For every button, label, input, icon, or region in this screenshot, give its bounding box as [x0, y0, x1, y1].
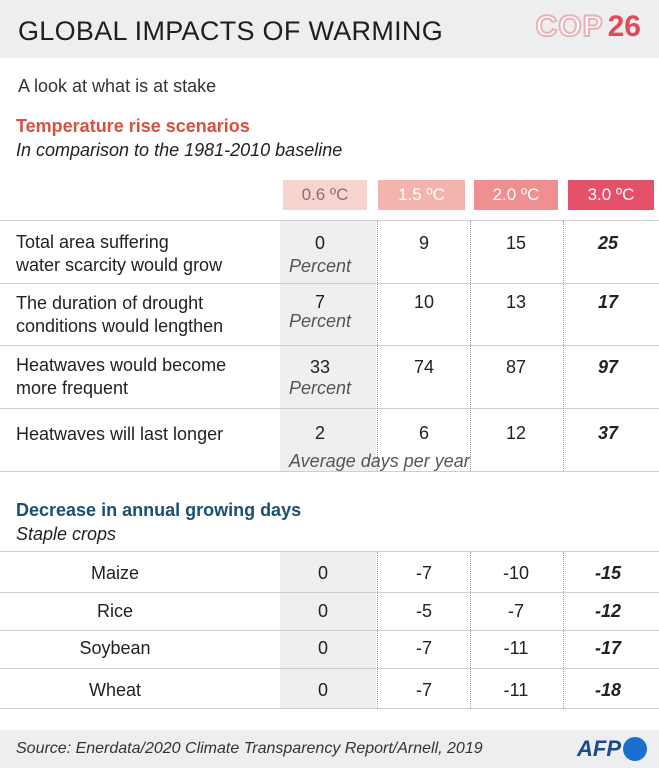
cell-value: -7 — [415, 638, 432, 658]
row-label-line: more frequent — [16, 378, 129, 398]
column-separator — [377, 221, 378, 471]
row-label-drought: The duration of drought conditions would… — [16, 292, 223, 338]
column-separator — [563, 552, 564, 708]
cell-value: 7 — [314, 292, 325, 312]
cell-value: 0 — [317, 563, 328, 583]
cell-value-highlight: -17 — [594, 638, 621, 658]
cell-value-highlight: 37 — [597, 423, 619, 443]
page-subtitle: A look at what is at stake — [18, 76, 217, 96]
cell-value: 6 — [418, 423, 429, 443]
cell-value-highlight: 97 — [597, 357, 619, 377]
column-header-1-5: 1.5 ºC — [378, 180, 465, 210]
cell-value: 2 — [314, 423, 325, 443]
section-title-growing-days: Decrease in annual growing days — [16, 500, 302, 520]
cop-logo-number: 26 — [607, 10, 641, 43]
column-header-label: 3.0 ºC — [587, 185, 635, 204]
column-header-label: 2.0 ºC — [492, 185, 540, 204]
cell-value: -7 — [507, 601, 524, 621]
row-divider — [0, 345, 659, 346]
source-credit: Source: Enerdata/2020 Climate Transparen… — [16, 740, 483, 757]
crop-label-wheat: Wheat — [88, 680, 142, 700]
row-label-water-scarcity: Total area suffering water scarcity woul… — [16, 231, 222, 277]
cell-value: 12 — [505, 423, 527, 443]
cell-value: -10 — [502, 563, 529, 583]
row-label-line: conditions would lengthen — [16, 316, 224, 336]
row-divider — [0, 708, 659, 709]
cell-value: 33 — [309, 357, 331, 377]
cop-logo-text: COP — [535, 9, 604, 44]
cell-value-highlight: 17 — [597, 292, 619, 312]
crop-label-maize: Maize — [90, 563, 139, 583]
cell-value: 0 — [317, 638, 328, 658]
section-title-temperature: Temperature rise scenarios — [16, 116, 250, 136]
row-divider — [0, 592, 659, 593]
crop-label-rice: Rice — [96, 601, 133, 621]
column-separator — [563, 221, 564, 471]
column-header-3-0: 3.0 ºC — [568, 180, 654, 210]
row-label-line: Total area suffering — [16, 232, 169, 252]
column-header-0-6: 0.6 ºC — [283, 180, 367, 210]
cell-value-highlight: -18 — [594, 680, 621, 700]
cell-value-highlight: -15 — [594, 563, 621, 583]
afp-logo: AFP — [577, 736, 647, 762]
cell-value: 0 — [317, 680, 328, 700]
column-header-label: 0.6 ºC — [301, 185, 349, 204]
header-bar: GLOBAL IMPACTS OF WARMING COP 26 — [0, 0, 659, 58]
column-header-label: 1.5 ºC — [398, 185, 445, 204]
row-label-line: Heatwaves will last longer — [16, 424, 224, 444]
row-label-heatwave-duration: Heatwaves will last longer — [16, 423, 223, 446]
cell-value: 0 — [317, 601, 328, 621]
unit-label: Percent — [289, 256, 352, 276]
cell-value-highlight: 25 — [597, 233, 619, 253]
cell-value: -11 — [503, 680, 529, 700]
cop26-logo: COP 26 — [535, 9, 641, 44]
section-subtitle-growing-days: Staple crops — [16, 524, 117, 544]
column-separator — [470, 221, 471, 471]
column-separator — [377, 552, 378, 708]
row-label-heatwave-frequency: Heatwaves would become more frequent — [16, 354, 226, 400]
row-label-line: The duration of drought — [16, 293, 204, 313]
page-title: GLOBAL IMPACTS OF WARMING — [18, 16, 444, 46]
unit-label: Percent — [289, 311, 352, 331]
footer-bar: Source: Enerdata/2020 Climate Transparen… — [0, 730, 659, 768]
cell-value: 87 — [505, 357, 527, 377]
cell-value-highlight: -12 — [594, 601, 621, 621]
cell-value: -7 — [415, 680, 432, 700]
cell-value: -7 — [415, 563, 432, 583]
column-header-2-0: 2.0 ºC — [474, 180, 558, 210]
cell-value: 15 — [505, 233, 527, 253]
afp-logo-text: AFP — [577, 736, 621, 761]
cell-value: 10 — [413, 292, 435, 312]
row-divider — [0, 408, 659, 409]
cell-value: -11 — [503, 638, 529, 658]
row-divider — [0, 551, 659, 552]
row-divider — [0, 668, 659, 669]
cell-value: 13 — [505, 292, 527, 312]
baseline-column-bg — [280, 221, 376, 471]
unit-label: Percent — [289, 378, 352, 398]
unit-label: Average days per year — [289, 451, 470, 471]
cell-value: 0 — [314, 233, 325, 253]
afp-logo-dot — [623, 737, 647, 761]
row-label-line: water scarcity would grow — [16, 255, 223, 275]
row-divider — [0, 471, 659, 472]
row-divider — [0, 283, 659, 284]
crop-label-soybean: Soybean — [79, 638, 151, 658]
cell-value: 9 — [418, 233, 429, 253]
row-divider — [0, 220, 659, 221]
cell-value: -5 — [415, 601, 432, 621]
row-divider — [0, 630, 659, 631]
row-label-line: Heatwaves would become — [16, 355, 227, 375]
cell-value: 74 — [413, 357, 435, 377]
section-subtitle-temperature: In comparison to the 1981-2010 baseline — [16, 140, 343, 160]
column-separator — [470, 552, 471, 708]
